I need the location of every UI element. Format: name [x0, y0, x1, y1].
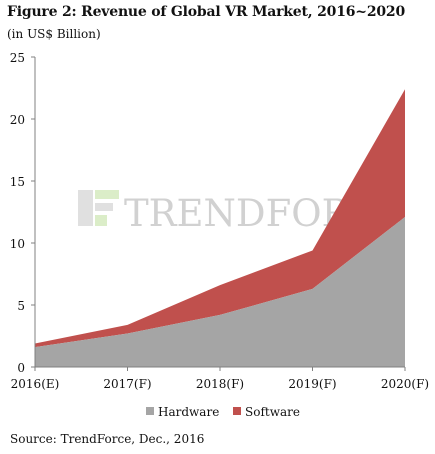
trendforce-logo-icon: [78, 190, 119, 226]
x-tick-label: 2020(F): [381, 377, 429, 391]
y-tick-label: 5: [17, 299, 25, 313]
hardware-area: [35, 216, 405, 367]
software-area: [35, 89, 405, 348]
x-tick-label: 2016(E): [11, 377, 60, 391]
legend-swatch: [233, 407, 241, 415]
legend-label: Hardware: [158, 405, 219, 419]
y-tick-label: 25: [10, 51, 25, 65]
source-note: Source: TrendForce, Dec., 2016: [10, 432, 205, 446]
legend-item-hardware: Hardware: [146, 405, 219, 419]
x-tick-label: 2017(F): [103, 377, 151, 391]
x-tick-label: 2019(F): [288, 377, 336, 391]
chart-title: Figure 2: Revenue of Global VR Market, 2…: [7, 4, 405, 20]
chart-unit-label: (in US$ Billion): [7, 27, 101, 41]
y-tick-label: 15: [10, 175, 25, 189]
y-tick-label: 20: [10, 113, 25, 127]
x-tick-label: 2018(F): [196, 377, 244, 391]
y-tick-label: 10: [10, 237, 25, 251]
y-tick-label: 0: [17, 361, 25, 375]
legend-item-software: Software: [233, 405, 300, 419]
legend-swatch: [146, 407, 154, 415]
legend-label: Software: [245, 405, 300, 419]
